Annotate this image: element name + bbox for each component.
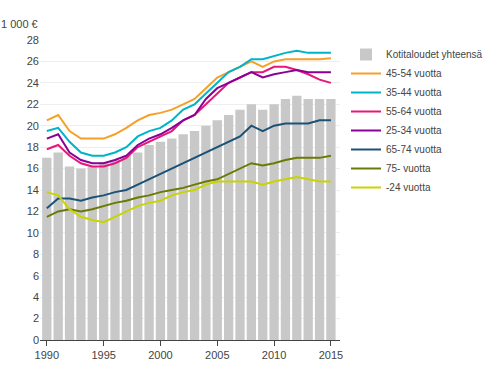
svg-text:2000: 2000: [148, 349, 172, 361]
svg-text:6: 6: [33, 270, 39, 282]
svg-text:35-44 vuotta: 35-44 vuotta: [386, 87, 442, 98]
svg-text:65-74 vuotta: 65-74 vuotta: [386, 144, 442, 155]
svg-text:4: 4: [33, 291, 39, 303]
svg-text:18: 18: [27, 141, 39, 153]
svg-text:2005: 2005: [205, 349, 229, 361]
svg-text:2: 2: [33, 312, 39, 324]
svg-text:24: 24: [27, 77, 39, 89]
svg-text:45-54 vuotta: 45-54 vuotta: [386, 68, 442, 79]
svg-text:75- vuotta: 75- vuotta: [386, 163, 431, 174]
svg-text:Kotitaloudet yhteensä: Kotitaloudet yhteensä: [386, 49, 483, 60]
svg-text:-24 vuotta: -24 vuotta: [386, 182, 431, 193]
svg-text:16: 16: [27, 162, 39, 174]
svg-text:26: 26: [27, 55, 39, 67]
svg-text:10: 10: [27, 227, 39, 239]
svg-text:22: 22: [27, 98, 39, 110]
svg-text:14: 14: [27, 184, 39, 196]
svg-text:0: 0: [33, 334, 39, 346]
svg-text:2015: 2015: [319, 349, 343, 361]
svg-text:28: 28: [27, 34, 39, 46]
svg-text:12: 12: [27, 205, 39, 217]
svg-text:1 000 €: 1 000 €: [1, 18, 38, 30]
svg-text:25-34 vuotta: 25-34 vuotta: [386, 125, 442, 136]
svg-text:20: 20: [27, 120, 39, 132]
svg-text:2010: 2010: [262, 349, 286, 361]
svg-text:1995: 1995: [91, 349, 115, 361]
svg-text:8: 8: [33, 248, 39, 260]
svg-text:1990: 1990: [35, 349, 59, 361]
svg-text:55-64 vuotta: 55-64 vuotta: [386, 106, 442, 117]
